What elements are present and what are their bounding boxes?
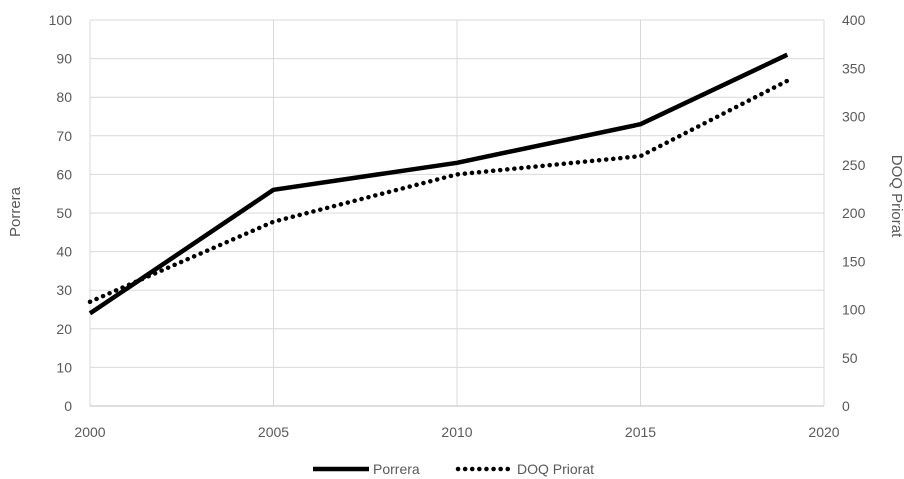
- y-tick-label: 0: [64, 398, 72, 414]
- x-tick-label: 2020: [808, 424, 839, 440]
- legend-label-doq-priorat: DOQ Priorat: [517, 461, 594, 477]
- y-tick-label: 10: [56, 359, 72, 375]
- grid: [89, 19, 825, 407]
- y2-tick-label: 200: [842, 205, 866, 221]
- y2-tick-label: 100: [842, 302, 866, 318]
- y-tick-label: 20: [56, 321, 72, 337]
- y-tick-label: 50: [56, 205, 72, 221]
- y-tick-label: 60: [56, 166, 72, 182]
- y-tick-label: 100: [49, 12, 73, 28]
- y2-tick-label: 50: [842, 350, 858, 366]
- y2-tick-label: 0: [842, 398, 850, 414]
- y2-tick-label: 250: [842, 157, 866, 173]
- y2-tick-label: 300: [842, 109, 866, 125]
- legend: Porrera DOQ Priorat: [313, 461, 594, 477]
- legend-label-porrera: Porrera: [373, 461, 420, 477]
- y-tick-label: 90: [56, 51, 72, 67]
- y-tick-label: 40: [56, 244, 72, 260]
- x-tick-label: 2000: [74, 424, 105, 440]
- y2-tick-label: 350: [842, 60, 866, 76]
- y2-axis-title: DOQ Priorat: [888, 155, 904, 238]
- y2-tick-label: 150: [842, 253, 866, 269]
- y-tick-label: 80: [56, 89, 72, 105]
- x-tick-label: 2005: [258, 424, 289, 440]
- series: [87, 52, 790, 316]
- y-tick-label: 30: [56, 282, 72, 298]
- y-axis-title: Porrera: [7, 186, 24, 237]
- series-line-porrera: [88, 52, 789, 316]
- series-line-doq-priorat: [87, 78, 790, 305]
- x-tick-label: 2010: [441, 424, 472, 440]
- y-tick-label: 70: [56, 128, 72, 144]
- y2-tick-label: 400: [842, 12, 866, 28]
- x-tick-label: 2015: [625, 424, 656, 440]
